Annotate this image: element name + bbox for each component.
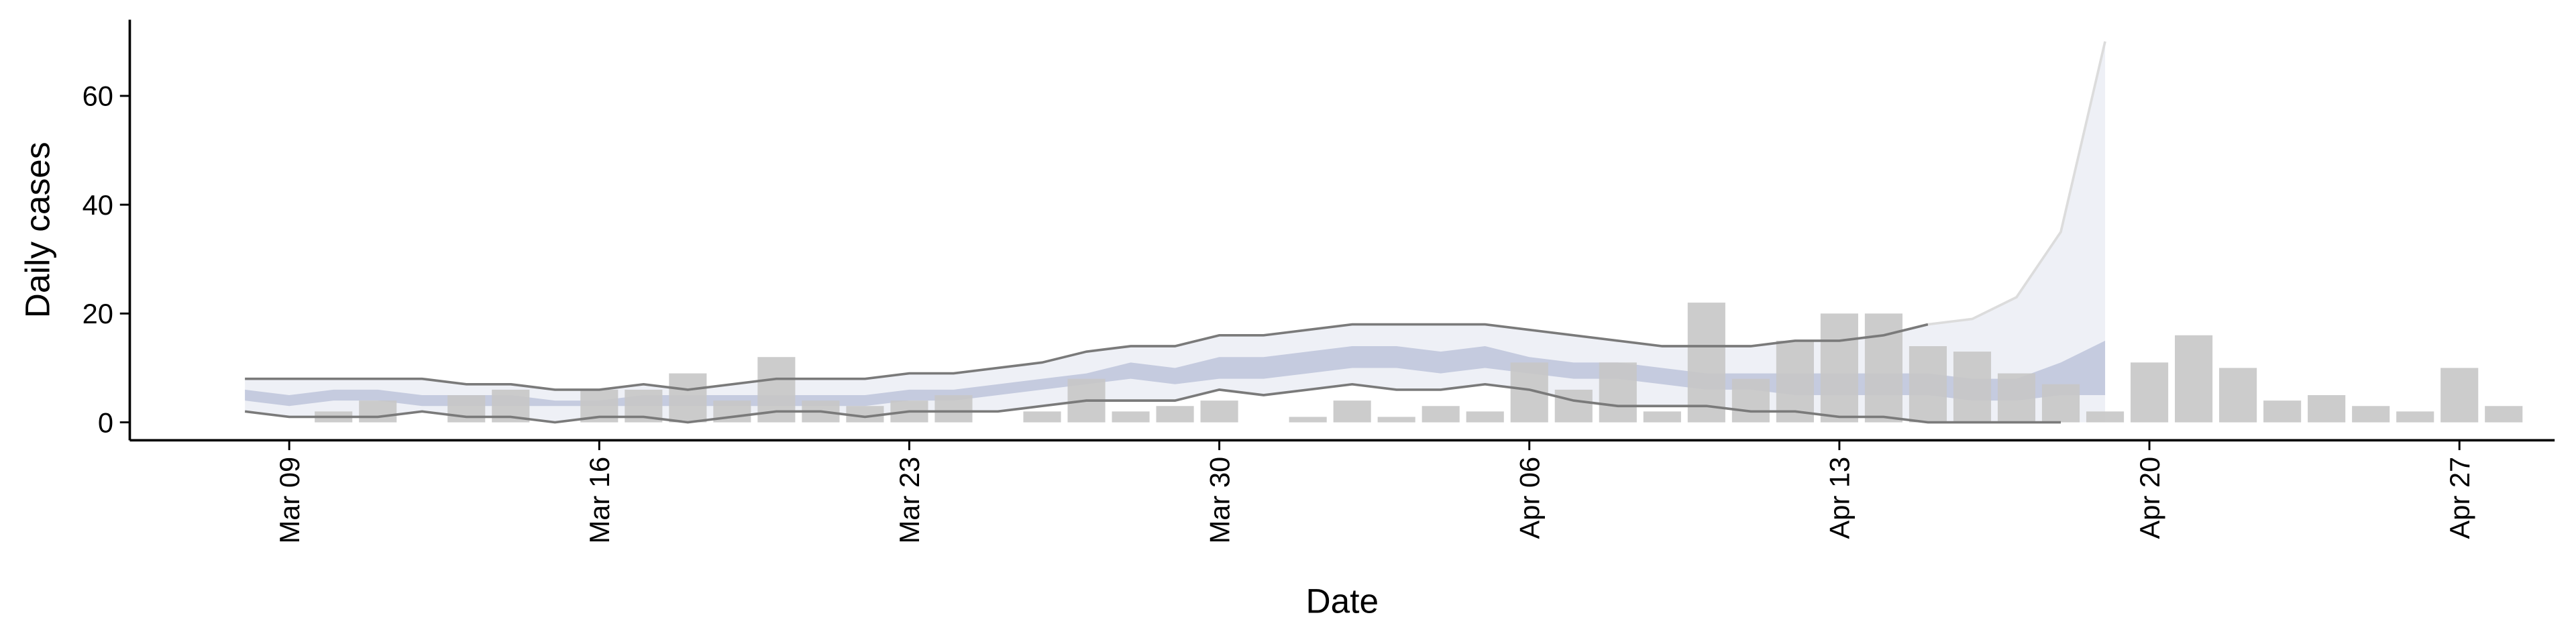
y-tick-label: 60	[83, 80, 113, 112]
bar	[2041, 384, 2080, 423]
x-tick-label: Mar 09	[274, 457, 305, 544]
y-axis-title: Daily cases	[17, 142, 56, 318]
bar	[1112, 411, 1150, 423]
bar	[1023, 411, 1061, 423]
band	[245, 340, 2106, 407]
bar	[1776, 340, 1814, 423]
bar	[1864, 313, 1902, 423]
bar	[2440, 368, 2479, 423]
bar	[359, 400, 397, 423]
bar	[934, 395, 973, 423]
bar	[2219, 368, 2257, 423]
bar	[2086, 411, 2125, 423]
line	[1927, 41, 2106, 326]
bar	[2131, 362, 2169, 423]
bar	[1909, 346, 1947, 423]
x-axis-title: Date	[1306, 581, 1379, 620]
bar	[1377, 417, 1415, 423]
bar	[1156, 406, 1194, 423]
line	[245, 323, 1929, 391]
bar	[447, 395, 486, 423]
bar	[1599, 362, 1637, 423]
bar	[1953, 352, 1992, 423]
y-tick-label: 40	[83, 189, 113, 221]
x-tick-label: Mar 23	[894, 457, 925, 544]
line	[244, 382, 2061, 424]
x-tick-label: Apr 20	[2134, 457, 2165, 539]
bar	[1731, 378, 1770, 423]
bar	[2308, 395, 2346, 423]
y-tick-label: 20	[83, 298, 113, 329]
bar	[1820, 313, 1858, 423]
bar	[2175, 335, 2213, 423]
y-tick-label: 0	[98, 407, 113, 438]
bar	[2396, 411, 2434, 423]
bar	[1421, 406, 1460, 423]
bar	[1289, 417, 1327, 423]
bar	[1687, 303, 1725, 423]
x-tick-label: Mar 30	[1203, 457, 1235, 544]
x-tick-label: Apr 06	[1513, 457, 1545, 539]
x-tick-label: Apr 13	[1824, 457, 1856, 539]
bar	[2485, 406, 2523, 423]
bar	[1997, 373, 2036, 423]
bar	[1554, 389, 1593, 423]
bar	[1466, 411, 1504, 423]
bar	[1200, 400, 1238, 423]
bar	[669, 373, 707, 423]
x-tick-label: Apr 27	[2444, 457, 2475, 539]
x-tick-label: Mar 16	[584, 457, 615, 544]
bar	[1333, 400, 1371, 423]
bar	[2263, 400, 2302, 423]
bar	[2352, 406, 2390, 423]
bar	[1643, 411, 1681, 423]
